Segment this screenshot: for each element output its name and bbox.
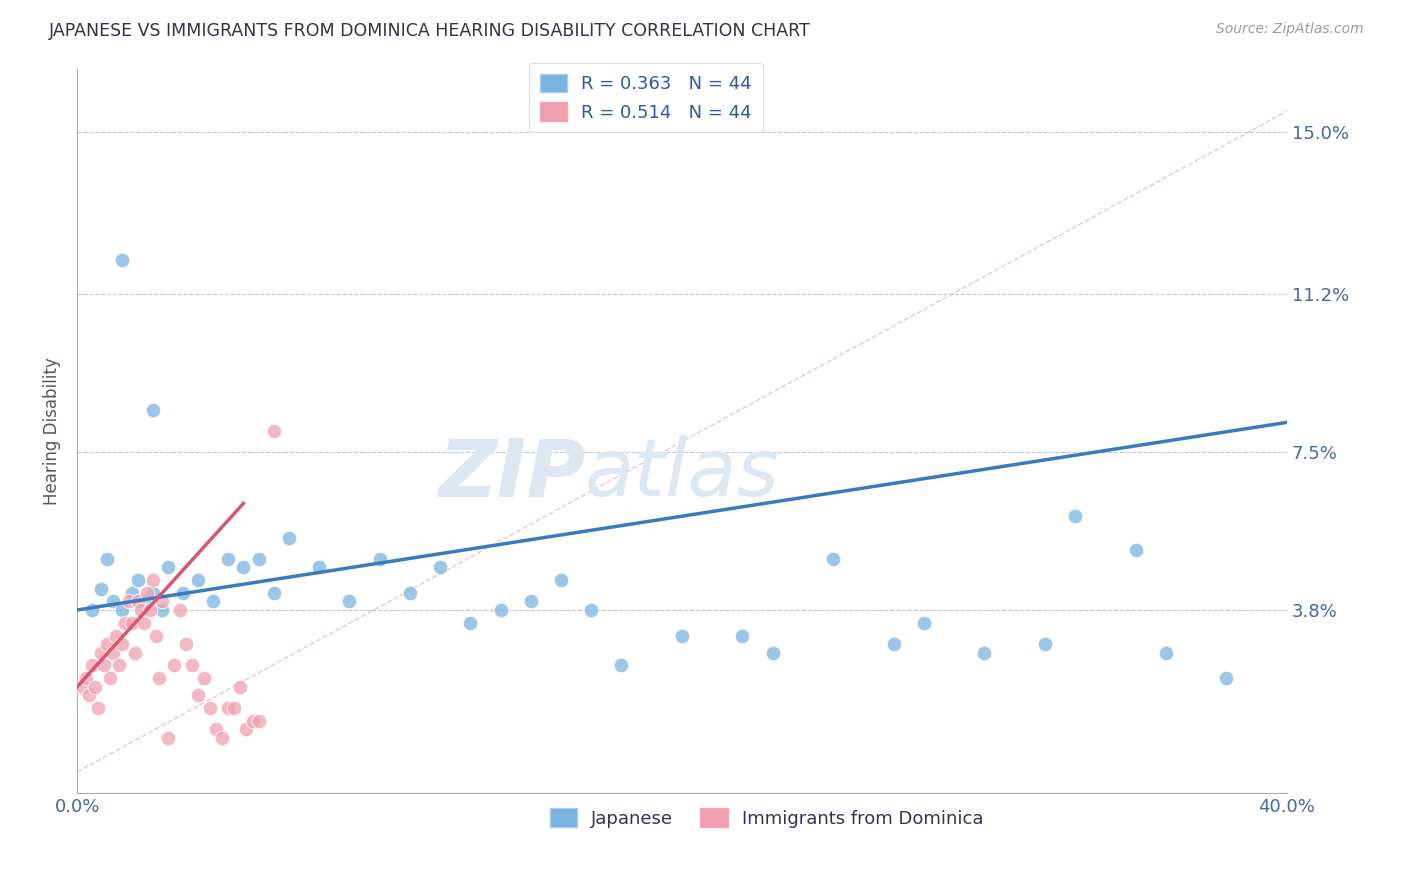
Point xyxy=(105,629,128,643)
Text: JAPANESE VS IMMIGRANTS FROM DOMINICA HEARING DISABILITY CORRELATION CHART: JAPANESE VS IMMIGRANTS FROM DOMINICA HEA… xyxy=(49,22,811,40)
Point xyxy=(277,531,299,545)
Point xyxy=(98,671,121,685)
Point xyxy=(198,701,221,715)
Point xyxy=(103,646,125,660)
Point xyxy=(117,594,139,608)
Point xyxy=(77,688,100,702)
Point xyxy=(581,603,603,617)
Point xyxy=(519,594,541,608)
Point xyxy=(127,573,149,587)
Point xyxy=(187,688,209,702)
Point xyxy=(145,629,167,643)
Point xyxy=(1215,671,1237,685)
Point xyxy=(132,594,155,608)
Point xyxy=(111,253,134,268)
Point xyxy=(731,629,754,643)
Point xyxy=(229,680,252,694)
Point xyxy=(135,586,157,600)
Point xyxy=(202,594,225,608)
Point xyxy=(550,573,572,587)
Text: atlas: atlas xyxy=(585,435,780,514)
Point xyxy=(1064,509,1087,524)
Point xyxy=(156,560,179,574)
Point xyxy=(87,701,110,715)
Point xyxy=(96,552,118,566)
Point xyxy=(75,671,97,685)
Point xyxy=(90,646,112,660)
Point xyxy=(1033,637,1056,651)
Point xyxy=(142,573,165,587)
Point xyxy=(108,658,131,673)
Point xyxy=(823,552,845,566)
Point xyxy=(103,594,125,608)
Point xyxy=(156,731,179,745)
Point xyxy=(368,552,391,566)
Point xyxy=(458,615,481,630)
Point xyxy=(111,637,134,651)
Point xyxy=(193,671,215,685)
Point xyxy=(172,586,194,600)
Point xyxy=(235,723,257,737)
Point xyxy=(96,637,118,651)
Point xyxy=(211,731,233,745)
Point xyxy=(762,646,785,660)
Point xyxy=(90,582,112,596)
Point xyxy=(398,586,420,600)
Point xyxy=(129,603,152,617)
Point xyxy=(150,603,173,617)
Point xyxy=(121,586,143,600)
Point xyxy=(912,615,935,630)
Point xyxy=(1154,646,1177,660)
Text: ZIP: ZIP xyxy=(437,435,585,514)
Point xyxy=(150,594,173,608)
Point xyxy=(610,658,633,673)
Point xyxy=(163,658,186,673)
Point xyxy=(973,646,995,660)
Point xyxy=(82,603,104,617)
Y-axis label: Hearing Disability: Hearing Disability xyxy=(44,357,60,505)
Point xyxy=(308,560,330,574)
Point xyxy=(181,658,204,673)
Point xyxy=(429,560,451,574)
Point xyxy=(247,552,270,566)
Point xyxy=(138,603,160,617)
Point xyxy=(142,402,165,417)
Point xyxy=(72,680,94,694)
Point xyxy=(232,560,254,574)
Point xyxy=(671,629,693,643)
Point xyxy=(142,586,165,600)
Point xyxy=(124,646,146,660)
Point xyxy=(121,615,143,630)
Point xyxy=(217,552,239,566)
Point xyxy=(224,701,246,715)
Point xyxy=(247,714,270,728)
Point xyxy=(489,603,512,617)
Point xyxy=(93,658,115,673)
Point xyxy=(242,714,264,728)
Point xyxy=(263,586,285,600)
Point xyxy=(1125,543,1147,558)
Point xyxy=(132,615,155,630)
Point xyxy=(217,701,239,715)
Point xyxy=(84,680,107,694)
Point xyxy=(205,723,228,737)
Point xyxy=(114,615,136,630)
Point xyxy=(187,573,209,587)
Point xyxy=(169,603,191,617)
Point xyxy=(127,594,149,608)
Point xyxy=(148,671,170,685)
Point xyxy=(337,594,360,608)
Point xyxy=(263,424,285,438)
Point xyxy=(111,603,134,617)
Point xyxy=(82,658,104,673)
Text: Source: ZipAtlas.com: Source: ZipAtlas.com xyxy=(1216,22,1364,37)
Point xyxy=(174,637,197,651)
Point xyxy=(883,637,905,651)
Legend: Japanese, Immigrants from Dominica: Japanese, Immigrants from Dominica xyxy=(543,801,991,835)
